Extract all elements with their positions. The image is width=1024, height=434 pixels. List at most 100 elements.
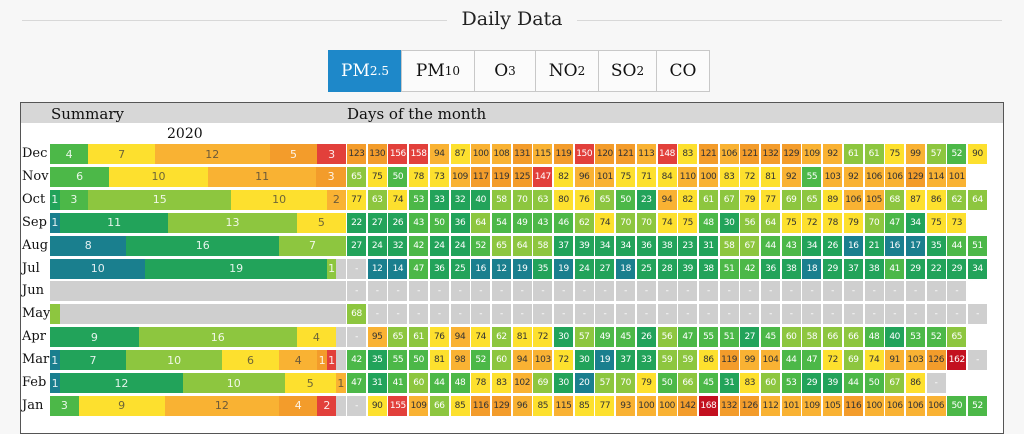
day-cell[interactable]: -	[926, 373, 946, 393]
day-cell[interactable]: 78	[471, 373, 491, 393]
day-cell[interactable]: 83	[719, 166, 739, 187]
day-cell[interactable]: -	[450, 304, 470, 325]
day-cell[interactable]: -	[388, 281, 408, 302]
day-cell[interactable]: 55	[388, 350, 408, 371]
day-cell[interactable]: 108	[491, 144, 511, 164]
day-cell[interactable]: -	[409, 281, 429, 302]
day-cell[interactable]: 27	[740, 327, 760, 348]
day-cell[interactable]: 52	[926, 327, 946, 348]
day-cell[interactable]: 55	[698, 327, 718, 348]
day-cell[interactable]: -	[636, 304, 656, 325]
day-cell[interactable]: 70	[636, 212, 656, 233]
day-cell[interactable]: 96	[574, 166, 594, 187]
day-cell[interactable]: -	[616, 304, 636, 325]
day-cell[interactable]: 77	[595, 395, 615, 416]
day-cell[interactable]: 19	[512, 258, 532, 279]
summary-segment-dark-green[interactable]: 7	[59, 350, 127, 371]
day-cell[interactable]: 70	[512, 189, 532, 210]
day-cell[interactable]: 47	[347, 373, 366, 393]
summary-segment-yellow[interactable]: 5	[284, 373, 336, 393]
day-cell[interactable]: 121	[740, 144, 760, 164]
day-cell[interactable]: 52	[968, 395, 987, 416]
day-cell[interactable]: 60	[491, 350, 511, 371]
day-cell[interactable]: 49	[512, 212, 532, 233]
day-cell[interactable]: 162	[947, 350, 967, 371]
day-cell[interactable]: -	[471, 281, 491, 302]
day-cell[interactable]: 70	[864, 212, 884, 233]
day-cell[interactable]: 96	[512, 395, 532, 416]
day-cell[interactable]: 53	[905, 327, 925, 348]
day-cell[interactable]: 32	[450, 189, 470, 210]
summary-segment-light-orange[interactable]: 2	[326, 189, 346, 210]
day-cell[interactable]: 123	[347, 144, 366, 164]
day-cell[interactable]: -	[657, 304, 677, 325]
day-cell[interactable]: 74	[471, 327, 491, 348]
summary-segment-green[interactable]: 3	[50, 395, 79, 416]
day-cell[interactable]: 60	[409, 373, 429, 393]
day-cell[interactable]: -	[761, 304, 780, 325]
day-cell[interactable]: 44	[781, 350, 801, 371]
day-cell[interactable]: 58	[719, 235, 739, 256]
day-cell[interactable]: 44	[429, 373, 449, 393]
day-cell[interactable]: 85	[574, 395, 594, 416]
day-cell[interactable]: 25	[450, 258, 470, 279]
day-cell[interactable]: 67	[740, 235, 760, 256]
day-cell[interactable]: 45	[616, 327, 636, 348]
day-cell[interactable]: 91	[885, 350, 905, 371]
day-cell[interactable]: 62	[947, 189, 967, 210]
summary-segment-orange[interactable]: 1	[317, 350, 327, 371]
day-cell[interactable]: 90	[968, 144, 987, 164]
summary-segment-light-green[interactable]: 7	[279, 235, 346, 256]
summary-segment-dark-green[interactable]: 11	[59, 212, 169, 233]
day-cell[interactable]: 85	[533, 395, 553, 416]
day-cell[interactable]: 49	[595, 327, 615, 348]
day-cell[interactable]: -	[781, 304, 801, 325]
day-cell[interactable]: 103	[905, 350, 925, 371]
day-cell[interactable]: 79	[843, 212, 863, 233]
day-cell[interactable]: 77	[347, 189, 366, 210]
day-cell[interactable]: 58	[491, 189, 511, 210]
day-cell[interactable]: 27	[595, 258, 615, 279]
day-cell[interactable]: 129	[491, 395, 511, 416]
day-cell[interactable]: 92	[843, 166, 863, 187]
day-cell[interactable]: 61	[864, 144, 884, 164]
day-cell[interactable]: 106	[864, 166, 884, 187]
day-cell[interactable]: 72	[740, 166, 760, 187]
day-cell[interactable]: 62	[491, 327, 511, 348]
day-cell[interactable]: 126	[740, 395, 760, 416]
day-cell[interactable]: -	[554, 304, 573, 325]
day-cell[interactable]: 32	[388, 235, 408, 256]
day-cell[interactable]: 52	[471, 235, 491, 256]
summary-segment-yellow[interactable]: 9	[78, 395, 165, 416]
day-cell[interactable]: 78	[409, 166, 429, 187]
day-cell[interactable]: 64	[968, 189, 987, 210]
day-cell[interactable]: -	[347, 395, 366, 416]
day-cell[interactable]: -	[616, 281, 636, 302]
day-cell[interactable]: 70	[616, 212, 636, 233]
day-cell[interactable]: 75	[616, 166, 636, 187]
day-cell[interactable]: 125	[512, 166, 532, 187]
day-cell[interactable]: -	[367, 281, 387, 302]
summary-segment-yellow[interactable]: 4	[296, 327, 337, 348]
day-cell[interactable]: -	[491, 304, 511, 325]
day-cell[interactable]: 67	[885, 373, 905, 393]
summary-segment-yellow[interactable]: 6	[221, 350, 280, 371]
day-cell[interactable]: 117	[471, 166, 491, 187]
day-cell[interactable]: -	[347, 258, 366, 279]
day-cell[interactable]: 16	[471, 258, 491, 279]
day-cell[interactable]: -	[864, 304, 884, 325]
day-cell[interactable]: 26	[636, 327, 656, 348]
day-cell[interactable]: 100	[698, 166, 718, 187]
day-cell[interactable]: 147	[533, 166, 553, 187]
day-cell[interactable]: 69	[533, 373, 553, 393]
day-cell[interactable]: 39	[574, 235, 594, 256]
day-cell[interactable]: 51	[719, 258, 739, 279]
day-cell[interactable]: 38	[698, 258, 718, 279]
day-cell[interactable]: 131	[512, 144, 532, 164]
summary-segment-light-green[interactable]: 1	[326, 258, 337, 279]
day-cell[interactable]: 75	[781, 212, 801, 233]
day-cell[interactable]: 66	[429, 395, 449, 416]
day-cell[interactable]: 121	[698, 144, 718, 164]
day-cell[interactable]: 76	[574, 189, 594, 210]
day-cell[interactable]: -	[554, 281, 573, 302]
